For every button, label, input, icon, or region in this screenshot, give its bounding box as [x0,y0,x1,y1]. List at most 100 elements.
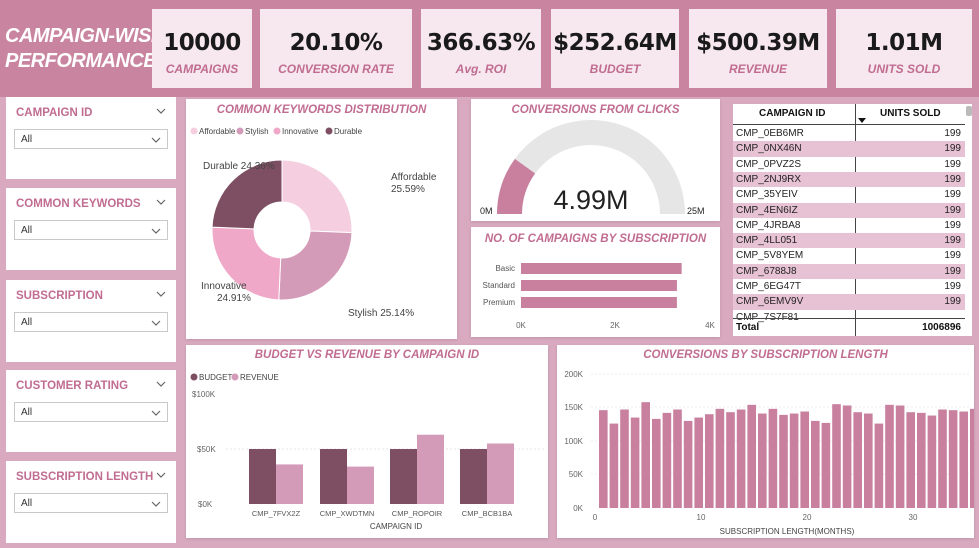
bar-month-20[interactable] [800,411,809,508]
bar-budget-cmp_7fvx2z[interactable] [249,449,276,504]
bar-month-34[interactable] [948,410,958,508]
bar-budget-cmp_xwdtmn[interactable] [320,449,347,504]
table-row[interactable]: CMP_6EG47T 199 [733,279,965,294]
dropdown-arrow-icon[interactable] [151,226,161,236]
bar-month-15[interactable] [747,404,756,508]
sort-desc-icon[interactable] [858,118,866,124]
bar-month-35[interactable] [959,411,968,508]
bar-month-23[interactable] [832,404,841,508]
bar-month-16[interactable] [758,413,767,508]
filter-label: SUBSCRIPTION [16,290,103,302]
bar-month-30[interactable] [906,412,915,508]
table-row[interactable]: CMP_6EMV9V 199 [733,294,965,310]
x-tick-label: CMP_BCB1BA [462,509,512,518]
bar-revenue-cmp_xwdtmn[interactable] [347,466,374,504]
filter-common-keywords[interactable]: COMMON KEYWORDS All [6,188,176,270]
dropdown-arrow-icon[interactable] [151,318,161,328]
bar-month-36[interactable] [970,408,974,508]
bar-revenue-cmp_bcb1ba[interactable] [487,443,514,505]
bar-month-2[interactable] [609,423,619,508]
bar-month-24[interactable] [842,405,852,508]
bar-month-27[interactable] [874,423,884,508]
donut-slice-affordable[interactable] [281,159,353,234]
bar-month-26[interactable] [864,413,873,508]
kpi-label: Avg. ROI [455,62,507,76]
chevron-down-icon[interactable] [156,470,166,480]
bar-basic[interactable] [521,263,682,274]
filter-subscription-length[interactable]: SUBSCRIPTION LENGTH All [6,461,176,543]
chevron-down-icon[interactable] [156,289,166,299]
filter-dropdown[interactable]: All [14,220,168,240]
bar-month-11[interactable] [705,414,714,508]
table-scrollbar[interactable] [966,106,972,116]
dropdown-arrow-icon[interactable] [151,135,161,145]
x-tick: 0 [593,513,598,522]
bar-month-18[interactable] [779,414,788,508]
bar-month-17[interactable] [768,408,778,508]
bar-month-1[interactable] [599,410,608,508]
filter-label: CUSTOMER RATING [16,380,129,392]
filter-dropdown[interactable]: All [14,129,168,149]
table-row[interactable]: CMP_7S7F81 [733,310,965,325]
cell-units-sold: 199 [944,296,961,308]
bar-standard[interactable] [521,280,677,291]
table-header-units-sold[interactable]: UNITS SOLD [880,108,941,119]
filter-dropdown[interactable]: All [14,493,168,513]
table-row[interactable]: CMP_0PVZ2S 199 [733,157,965,172]
legend-affordable: Affordable [199,127,236,136]
bar-month-13[interactable] [726,412,735,508]
bar-month-12[interactable] [715,408,725,508]
bar-premium[interactable] [521,297,677,308]
bar-month-4[interactable] [630,417,640,508]
bar-month-7[interactable] [662,412,672,508]
filter-dropdown[interactable]: All [14,312,168,332]
bar-month-22[interactable] [821,422,831,508]
bar-month-25[interactable] [853,412,862,508]
filter-subscription[interactable]: SUBSCRIPTION All [6,280,176,362]
total-divider [733,318,965,319]
bar-month-21[interactable] [811,420,820,508]
filter-campaign-id[interactable]: CAMPAIGN ID All [6,97,176,179]
bar-budget-cmp_bcb1ba[interactable] [460,449,487,504]
y-tick: 50K [569,470,584,479]
bar-month-33[interactable] [938,409,947,508]
filter-dropdown[interactable]: All [14,402,168,422]
chevron-down-icon[interactable] [156,379,166,389]
bar-month-6[interactable] [652,418,661,508]
table-row[interactable]: CMP_5V8YEM 199 [733,248,965,263]
bar-month-9[interactable] [683,420,693,508]
table-row[interactable]: CMP_4EN6IZ 199 [733,202,965,218]
y-tick: 0K [573,504,583,513]
bar-revenue-cmp_ropoir[interactable] [417,434,444,504]
bar-month-10[interactable] [694,417,703,508]
table-row[interactable]: CMP_35YEIV 199 [733,187,965,202]
table-row[interactable]: CMP_4JRBA8 199 [733,218,965,233]
bar-month-14[interactable] [736,409,746,508]
dropdown-arrow-icon[interactable] [151,408,161,418]
cell-units-sold: 199 [944,143,961,155]
donut-slice-durable[interactable] [211,159,283,230]
table-row[interactable]: CMP_4LL051 199 [733,233,965,249]
bar-budget-cmp_ropoir[interactable] [390,449,417,504]
bar-month-31[interactable] [917,412,926,508]
bar-month-5[interactable] [641,402,650,508]
donut-slice-innovative[interactable] [211,226,282,301]
table-row[interactable]: CMP_0NX46N 199 [733,141,965,157]
chevron-down-icon[interactable] [156,106,166,116]
table-row[interactable]: CMP_2NJ9RX 199 [733,171,965,188]
bar-month-3[interactable] [620,409,629,508]
table-row[interactable]: CMP_0EB6MR 199 [733,126,965,141]
table-header-campaign-id[interactable]: CAMPAIGN ID [759,108,826,119]
bar-month-8[interactable] [673,409,682,508]
bar-revenue-cmp_7fvx2z[interactable] [276,464,303,504]
bar-month-19[interactable] [789,413,799,508]
bar-month-32[interactable] [927,415,937,508]
cell-campaign-id: CMP_6EG47T [736,281,802,292]
donut-slice-stylish[interactable] [278,230,353,301]
bar-month-28[interactable] [885,404,894,508]
filter-customer-rating[interactable]: CUSTOMER RATING All [6,370,176,452]
bar-month-29[interactable] [895,405,905,508]
dropdown-arrow-icon[interactable] [151,499,161,509]
chevron-down-icon[interactable] [156,197,166,207]
table-row[interactable]: CMP_6788J8 199 [733,263,965,279]
